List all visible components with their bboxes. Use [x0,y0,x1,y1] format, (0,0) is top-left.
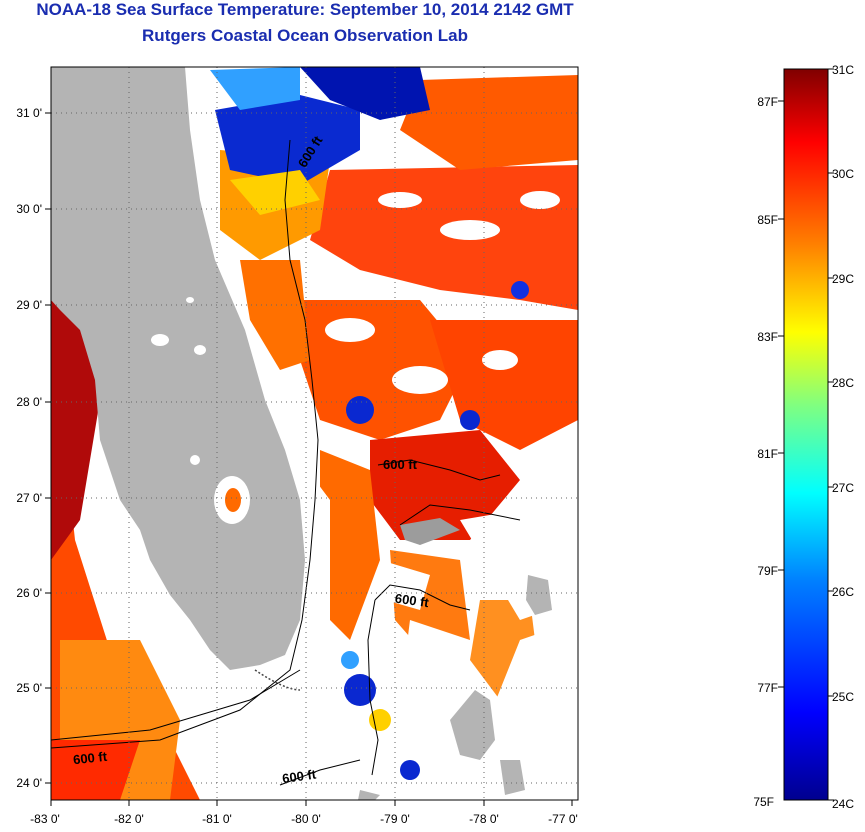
lat-tick-label: 30 0' [16,202,42,216]
colorbar-celsius-label: 27C [832,481,854,495]
exuma-land [500,760,525,795]
colorbar-ticks [778,68,834,801]
colorbar-celsius-label: 25C [832,690,854,704]
colorbar-fahrenheit-label: 83F [757,330,778,344]
contour-600ft-south [279,759,361,786]
colorbar-fahrenheit-label: 85F [757,213,778,227]
colorbar-fahrenheit-label: 77F [757,681,778,695]
contour-label-600ft: 600 ft [394,591,430,611]
colorbar-celsius-label: 29C [832,272,854,286]
contour-600ft-andros [374,584,471,611]
contour-600ft-bahama [377,459,501,481]
map-frame [50,66,579,801]
lat-tick-label: 27 0' [16,491,42,505]
contour-label-600ft: 600 ft [281,766,317,786]
sst-field [51,67,578,800]
colorbar-fahrenheit-label: 87F [757,95,778,109]
lon-tick-label: -81 0' [202,812,232,826]
contour-label-600ft: 600 ft [383,457,418,472]
lat-tick-label: 28 0' [16,395,42,409]
lat-tick-label: 26 0' [16,586,42,600]
map-grid [51,67,578,800]
lat-tick-label: 24 0' [16,776,42,790]
colorbar [783,68,829,801]
contour-600ft-main [51,139,319,749]
lon-tick-label: -83 0' [30,812,60,826]
contour-label-600ft: 600 ft [72,749,108,768]
colorbar-fahrenheit-label: 79F [757,564,778,578]
colorbar-fahrenheit-label: 75F [753,795,774,809]
colorbar-celsius-label: 31C [832,63,854,77]
map-subtitle: Rutgers Coastal Ocean Observation Lab [142,26,468,45]
lon-tick-label: -79 0' [380,812,410,826]
lat-tick-label: 29 0' [16,298,42,312]
axis-ticks [45,112,573,806]
colorbar-celsius-label: 28C [832,376,854,390]
eleuthera-land [526,575,552,615]
colorbar-celsius-label: 26C [832,585,854,599]
colorbar-celsius-label: 24C [832,797,854,811]
lon-tick-label: -77 0' [548,812,578,826]
lon-tick-label: -82 0' [114,812,144,826]
map-title: NOAA-18 Sea Surface Temperature: Septemb… [36,0,574,19]
colorbar-celsius-label: 30C [832,167,854,181]
lon-tick-label: -80 0' [291,812,321,826]
grand-bahama-land [400,518,460,545]
lat-tick-label: 31 0' [16,106,42,120]
lat-tick-label: 25 0' [16,681,42,695]
colorbar-fahrenheit-label: 81F [757,447,778,461]
lon-tick-label: -78 0' [469,812,499,826]
